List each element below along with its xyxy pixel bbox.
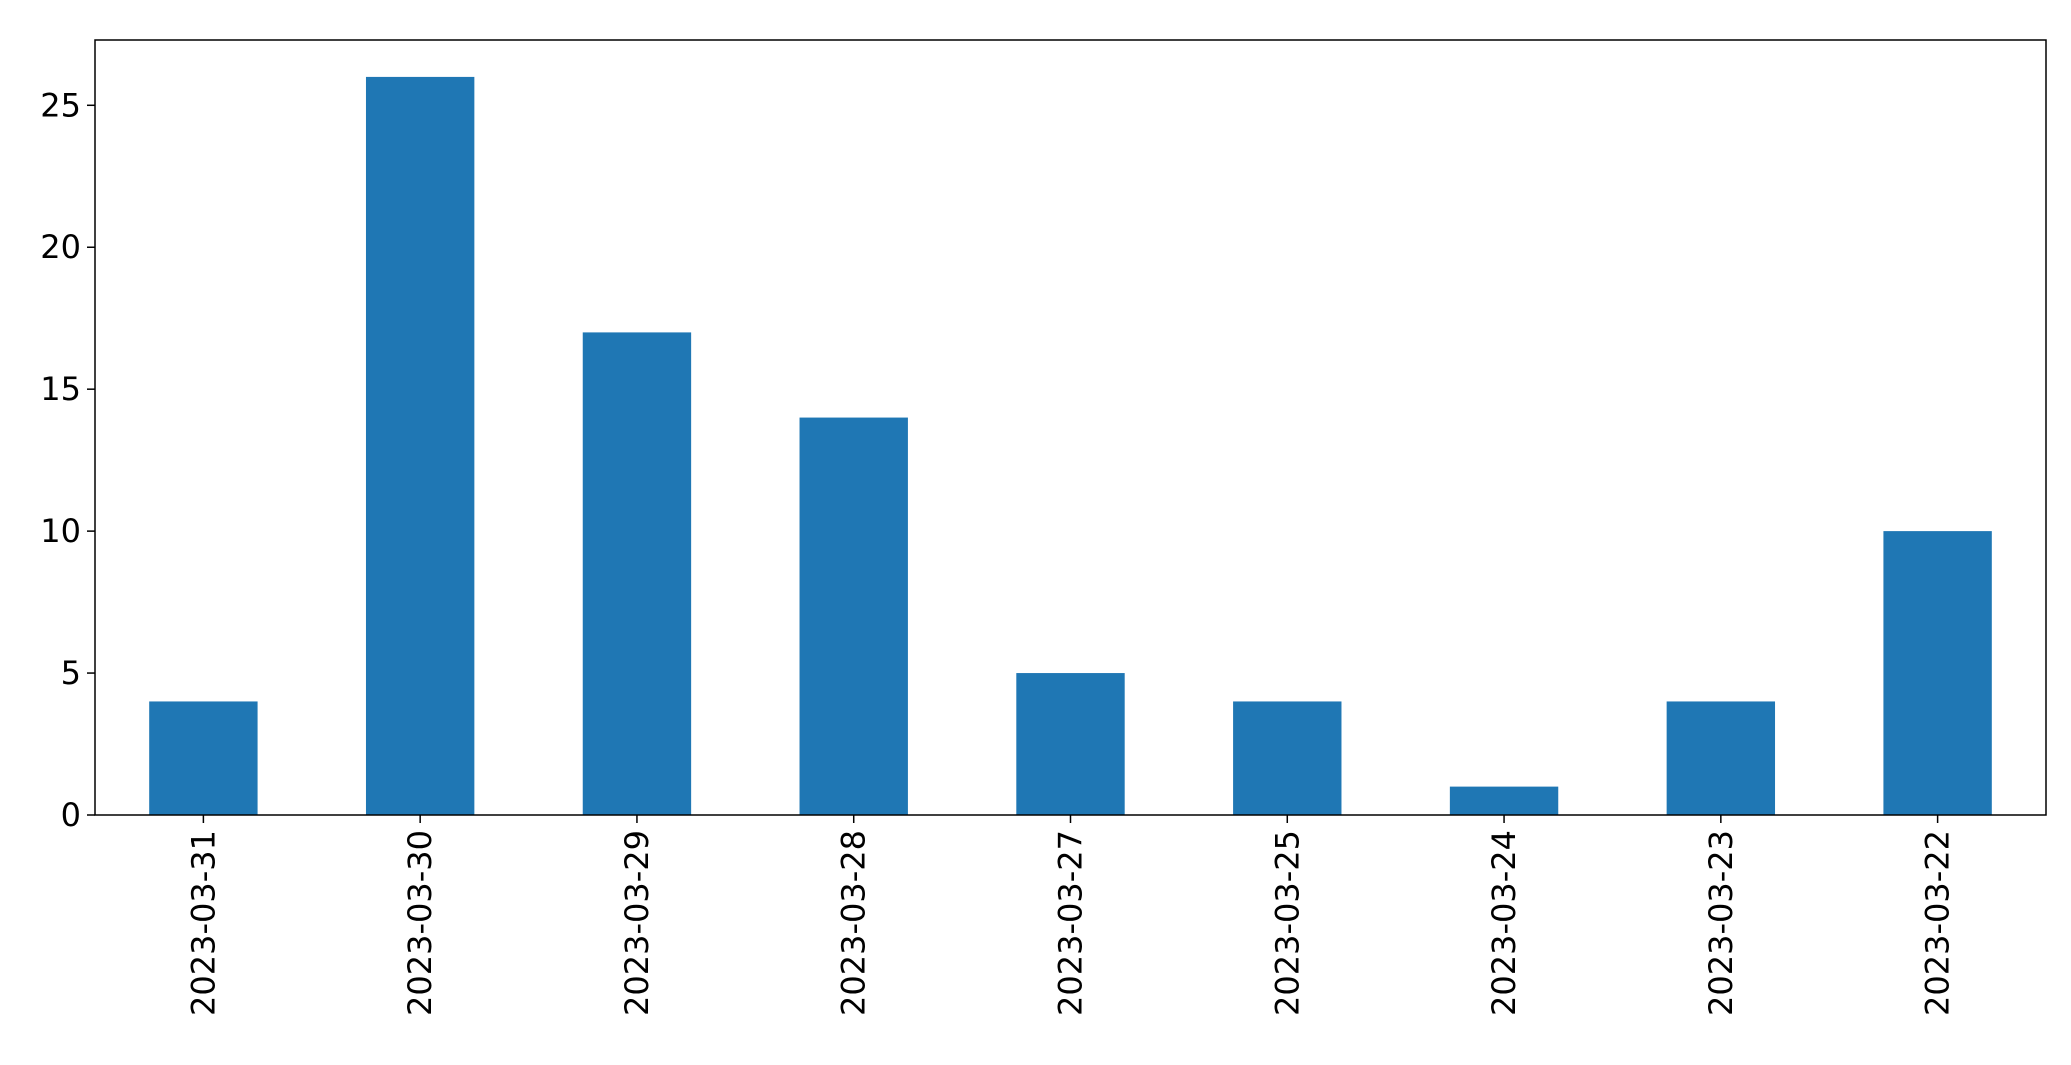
y-axis: 0 5 10 15 20 25 [40,86,95,834]
y-tick-label: 0 [61,796,81,834]
x-tick-label: 2023-03-30 [401,830,439,1016]
bars-group [149,76,1992,815]
bar-2023-03-24 [1449,786,1559,815]
x-tick-label: 2023-03-27 [1052,830,1090,1016]
x-tick-label: 2023-03-28 [835,830,873,1016]
bar-2023-03-22 [1883,531,1992,815]
x-tick-label: 2023-03-24 [1485,830,1523,1016]
y-tick-label: 5 [61,654,81,692]
x-tick-label: 2023-03-25 [1268,830,1306,1016]
y-tick-label: 20 [40,228,81,266]
plot-frame [94,39,2047,816]
bar-2023-03-29 [582,332,692,815]
x-tick-label: 2023-03-31 [184,830,222,1016]
y-tick-label: 10 [40,512,81,550]
bar-2023-03-27 [1016,673,1125,815]
y-tick-label: 15 [40,370,81,408]
x-axis: 2023-03-31 2023-03-30 2023-03-29 2023-03-28… [184,815,1957,1016]
bar-2023-03-23 [1666,701,1776,815]
x-tick-label: 2023-03-29 [618,830,656,1016]
y-tick-label: 25 [40,86,81,124]
x-tick-label: 2023-03-22 [1919,830,1957,1016]
bar-2023-03-31 [149,701,258,815]
x-tick-label: 2023-03-23 [1702,830,1740,1016]
bar-2023-03-30 [365,76,475,815]
bar-2023-03-28 [799,417,908,815]
bar-2023-03-25 [1233,701,1342,815]
